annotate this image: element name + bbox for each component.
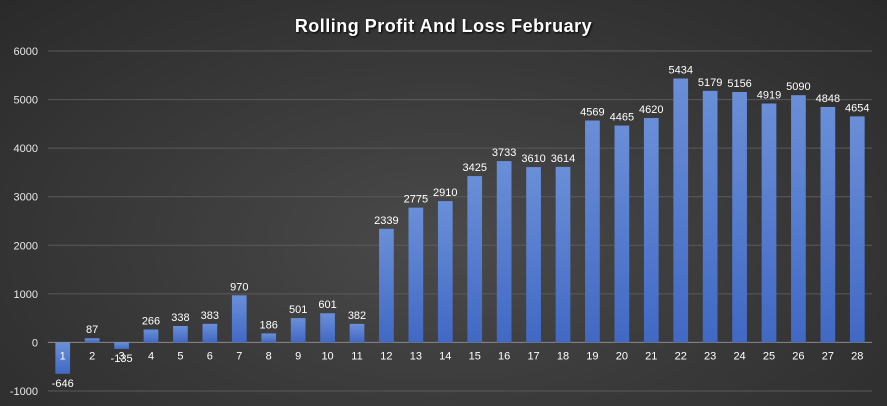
- bar-day-10: [320, 313, 335, 343]
- data-label: 3614: [551, 153, 575, 165]
- bar-day-15: [467, 176, 483, 343]
- y-tick-label: 4000: [14, 143, 38, 155]
- data-label: 266: [142, 316, 160, 328]
- data-label: 3425: [462, 162, 486, 174]
- data-label: -135: [111, 353, 133, 365]
- bar-day-11: [349, 323, 365, 343]
- x-tick-label: 25: [763, 350, 775, 362]
- data-label: 3733: [492, 147, 516, 159]
- x-tick-label: 28: [851, 350, 863, 362]
- x-tick-label: 14: [439, 350, 451, 362]
- x-tick-label: 15: [469, 350, 481, 362]
- x-tick-label: 17: [527, 350, 539, 362]
- x-tick-label: 11: [351, 350, 362, 362]
- bar-day-13: [408, 207, 424, 343]
- x-tick-label: 24: [733, 350, 745, 362]
- x-tick-label: 13: [410, 350, 422, 362]
- bar-day-4: [143, 329, 159, 343]
- y-tick-label: 3000: [14, 192, 38, 204]
- chart-title: Rolling Profit And Loss February: [294, 16, 593, 36]
- x-tick-label: 22: [675, 350, 687, 362]
- data-label: 501: [289, 304, 307, 316]
- data-label: 2775: [404, 194, 428, 206]
- x-tick-label: 3: [119, 350, 125, 362]
- x-tick-label: 21: [645, 350, 657, 362]
- data-label: 5156: [727, 78, 751, 90]
- y-tick-label: 2000: [14, 240, 38, 252]
- x-tick-label: 18: [557, 350, 569, 362]
- y-tick-label: 5000: [14, 95, 38, 107]
- bar-day-19: [585, 120, 600, 343]
- x-tick-label: 5: [177, 350, 183, 362]
- y-tick-label: 0: [32, 337, 38, 349]
- bar-day-20: [614, 125, 630, 343]
- x-tick-label: 20: [616, 350, 628, 362]
- bar-day-1: [55, 342, 71, 374]
- x-tick-label: 16: [498, 350, 510, 362]
- x-tick-label: 1: [60, 350, 66, 362]
- x-tick-label: 9: [295, 350, 301, 362]
- data-label: 5179: [698, 77, 722, 89]
- bar-day-26: [791, 95, 806, 343]
- data-label: 4848: [816, 93, 840, 105]
- x-tick-label: 26: [792, 350, 804, 362]
- bar-day-25: [761, 103, 777, 343]
- x-tick-label: 7: [236, 350, 242, 362]
- data-label: 4465: [610, 112, 634, 124]
- bar-day-5: [173, 326, 188, 343]
- x-tick-label: 10: [321, 350, 333, 362]
- bar-day-2: [84, 338, 100, 343]
- y-tick-label: 6000: [14, 46, 38, 58]
- data-label: 5090: [786, 81, 810, 93]
- data-label: 4569: [580, 107, 604, 119]
- data-label: 2910: [433, 187, 457, 199]
- bar-day-23: [702, 90, 718, 343]
- bar-day-6: [202, 323, 218, 343]
- x-tick-label: 12: [380, 350, 392, 362]
- data-label: 2339: [374, 215, 398, 227]
- data-label: 4654: [845, 102, 869, 114]
- x-tick-label: 4: [148, 350, 154, 362]
- bar-day-18: [555, 166, 571, 343]
- bar-day-9: [290, 318, 306, 343]
- bar-day-22: [673, 78, 689, 343]
- data-label: 601: [318, 299, 336, 311]
- data-label: 4919: [757, 90, 781, 102]
- bar-day-24: [732, 91, 747, 343]
- data-label: 5434: [668, 64, 692, 76]
- y-tick-label: -1000: [10, 386, 38, 398]
- x-tick-label: 27: [822, 350, 834, 362]
- bar-day-12: [379, 228, 394, 343]
- data-label: 4620: [639, 104, 663, 116]
- data-label: 3610: [521, 153, 545, 165]
- data-label: 970: [230, 281, 248, 293]
- data-label: 383: [201, 310, 219, 322]
- bars: [55, 78, 865, 374]
- gridlines: [48, 50, 872, 392]
- bar-day-8: [261, 333, 277, 343]
- bar-day-21: [643, 118, 659, 343]
- bar-day-28: [849, 116, 865, 343]
- x-tick-label: 19: [586, 350, 598, 362]
- bar-day-16: [496, 161, 512, 343]
- bar-day-14: [437, 201, 453, 343]
- x-tick-label: 2: [89, 350, 95, 362]
- data-label: 186: [260, 319, 278, 331]
- bar-day-27: [820, 106, 836, 343]
- bar-day-17: [526, 167, 541, 343]
- bar-day-3: [114, 342, 129, 349]
- x-tick-label: 6: [207, 350, 213, 362]
- x-tick-label: 23: [704, 350, 716, 362]
- data-label: 338: [171, 312, 189, 324]
- x-tick-label: 8: [266, 350, 272, 362]
- data-label: 87: [86, 324, 98, 336]
- y-tick-label: 1000: [14, 289, 38, 301]
- bar-day-7: [231, 295, 247, 343]
- data-label: -646: [52, 378, 74, 390]
- data-label: 382: [348, 310, 366, 322]
